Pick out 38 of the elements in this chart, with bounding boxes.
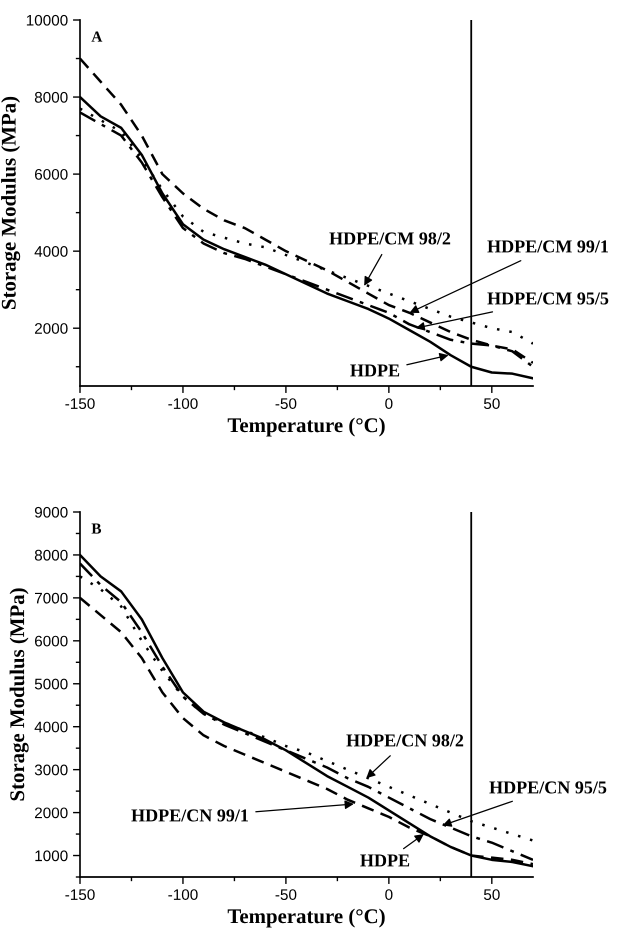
y-axis-title: Storage Modulus (MPa) xyxy=(10,588,29,800)
x-axis-title: Temperature (°C) xyxy=(228,418,385,436)
annotation: HDPE xyxy=(360,854,410,866)
x-tick-label: -150 xyxy=(65,889,95,900)
annotation: HDPE/CN 98/2 xyxy=(346,734,464,747)
y-tick-label: 2000 xyxy=(34,323,68,334)
y-tick-label: 9000 xyxy=(34,506,68,518)
x-tick-label: -100 xyxy=(168,889,198,900)
y-tick-label: 6000 xyxy=(34,636,68,647)
annotation: HDPE/CN 99/1 xyxy=(131,809,248,822)
y-tick-label: 8000 xyxy=(34,550,68,561)
y-tick-label: 6000 xyxy=(34,168,68,180)
y-tick-label: 2000 xyxy=(34,807,68,818)
x-tick-label: 0 xyxy=(385,398,393,410)
text: A xyxy=(91,31,102,42)
x-tick-label: 50 xyxy=(484,398,500,410)
y-tick-label: 3000 xyxy=(34,764,68,776)
x-tick-label: 50 xyxy=(484,889,500,900)
y-tick-label: 10000 xyxy=(26,14,68,26)
x-tick-label: 0 xyxy=(385,889,393,900)
annotation: HDPE/CM 95/5 xyxy=(487,292,608,305)
x-axis-title: Temperature (°C) xyxy=(228,908,385,928)
y-tick-label: 8000 xyxy=(34,92,68,103)
x-tick-label: -100 xyxy=(168,398,198,410)
x-tick-label: -50 xyxy=(276,889,296,900)
annotation: HDPE/CM 98/2 xyxy=(329,232,450,245)
y-tick-label: 4000 xyxy=(34,246,68,257)
y-tick-label: 7000 xyxy=(34,592,68,604)
y-tick-label: 4000 xyxy=(34,722,68,732)
y-tick-label: 1000 xyxy=(35,850,68,862)
y-tick-label: 5000 xyxy=(34,678,68,690)
annotation: HDPE xyxy=(350,364,400,376)
x-tick-label: -150 xyxy=(65,398,95,410)
text: B xyxy=(92,524,102,534)
annotation: HDPE/CM 99/1 xyxy=(487,240,608,253)
annotation: HDPE/CN 95/5 xyxy=(489,781,606,794)
y-axis-title: Storage Modulus (MPa) xyxy=(1,96,20,309)
x-tick-label: -50 xyxy=(276,398,296,410)
